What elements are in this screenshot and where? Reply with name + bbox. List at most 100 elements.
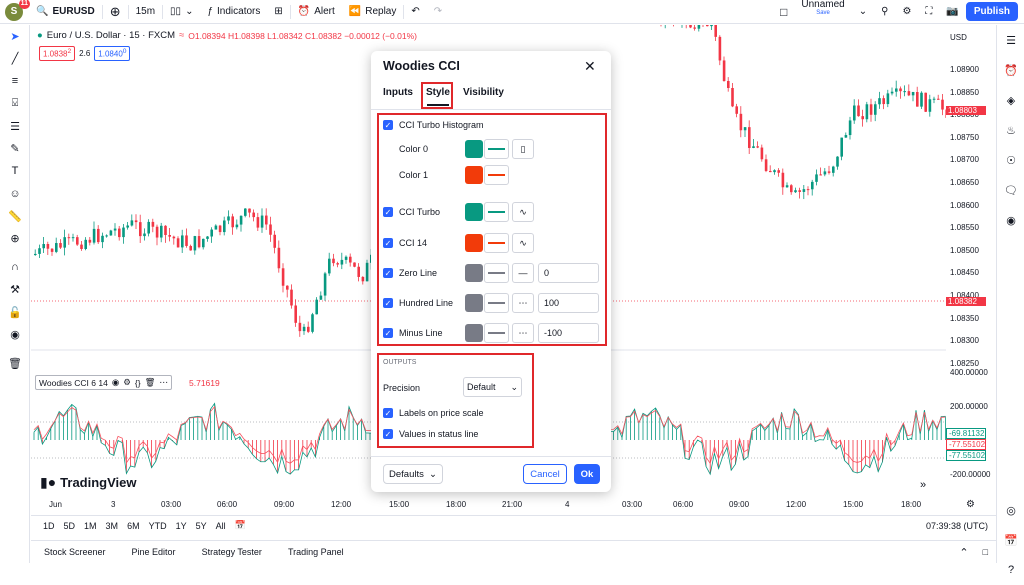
templates-button[interactable]: ⊞ xyxy=(267,0,289,24)
histogram-style-icon[interactable]: ▯ xyxy=(512,139,534,159)
color1-swatch[interactable] xyxy=(465,166,483,184)
range-1y[interactable]: 1Y xyxy=(175,520,187,531)
color1-line[interactable] xyxy=(484,165,509,185)
plot-style-icon[interactable]: ∿ xyxy=(512,233,534,253)
tab-pine-editor[interactable]: Pine Editor xyxy=(131,547,176,557)
style-row-zero-line[interactable]: ✓ Zero Line xyxy=(383,268,438,278)
checkbox-checked-icon[interactable]: ✓ xyxy=(383,238,393,248)
layout-name[interactable]: Unnamed Save xyxy=(801,0,845,16)
style-row-minus-line[interactable]: ✓ Minus Line xyxy=(383,328,443,338)
dotted-line-icon[interactable]: ⋯ xyxy=(512,323,534,343)
quick-search-button[interactable]: ⚲ xyxy=(874,0,895,24)
more-icon[interactable]: ⋯ xyxy=(159,377,168,387)
defaults-button[interactable]: Defaults ⌄ xyxy=(383,464,443,484)
style-row-hundred-line[interactable]: ✓ Hundred Line xyxy=(383,298,454,308)
color-swatch[interactable] xyxy=(465,264,483,282)
lock-drawing-icon[interactable]: ⚒ xyxy=(10,284,20,297)
symbol-search[interactable]: 🔍 EURUSD xyxy=(36,6,95,17)
range-3m[interactable]: 3M xyxy=(105,520,119,531)
line-color-button[interactable] xyxy=(484,263,509,283)
layers-icon[interactable]: ◈ xyxy=(1006,94,1016,107)
settings-button[interactable]: ⚙ xyxy=(895,0,918,24)
lock-icon[interactable]: 🔓 xyxy=(8,306,22,319)
publish-button[interactable]: Publish xyxy=(965,2,1018,21)
tab-inputs[interactable]: Inputs xyxy=(383,87,413,98)
ok-button[interactable]: Ok xyxy=(574,464,600,484)
color0-line[interactable] xyxy=(484,139,509,159)
checkbox-checked-icon[interactable]: ✓ xyxy=(383,120,393,130)
range-1d[interactable]: 1D xyxy=(43,520,55,531)
precision-select[interactable]: Default ⌄ xyxy=(463,377,522,397)
alarm-clock-icon[interactable]: ⏰ xyxy=(1004,64,1018,77)
indicator-legend[interactable]: Woodies CCI 6 14 ◉ ⚙ {} 🗑 ⋯ xyxy=(35,375,172,390)
level-value-input[interactable]: 100 xyxy=(538,293,599,313)
eye-icon[interactable]: ◉ xyxy=(10,329,20,342)
snapshot-button[interactable]: 📷 xyxy=(939,0,965,24)
pitchfork-icon[interactable]: ⍌ xyxy=(11,97,19,110)
color-swatch[interactable] xyxy=(465,294,483,312)
checkbox-checked-icon[interactable]: ✓ xyxy=(383,207,393,217)
chart-canvas[interactable] xyxy=(31,25,946,515)
range-1m[interactable]: 1M xyxy=(84,520,97,531)
line-color-button[interactable] xyxy=(484,202,509,222)
undo-button[interactable]: ↶ xyxy=(404,0,426,24)
plot-style-icon[interactable]: ∿ xyxy=(512,202,534,222)
line-color-button[interactable] xyxy=(484,233,509,253)
chart-area[interactable] xyxy=(31,25,946,515)
labels-on-scale-toggle[interactable]: ✓ Labels on price scale xyxy=(383,408,484,418)
horizontal-lines-icon[interactable]: ≡ xyxy=(11,75,19,88)
chevron-up-icon[interactable]: ⌃ xyxy=(959,546,969,559)
tab-strategy-tester[interactable]: Strategy Tester xyxy=(201,547,262,557)
range-ytd[interactable]: YTD xyxy=(148,520,167,531)
checkbox-checked-icon[interactable]: ✓ xyxy=(383,408,393,418)
fullscreen-button[interactable]: ⛶ xyxy=(918,0,939,24)
calendar-icon[interactable]: 📅 xyxy=(1004,534,1018,547)
range-all[interactable]: All xyxy=(215,520,226,531)
text-icon[interactable]: T xyxy=(11,165,19,178)
replay-button[interactable]: ⏪ Replay xyxy=(348,6,397,17)
ideas-icon[interactable]: ☉ xyxy=(1006,154,1016,167)
line-color-button[interactable] xyxy=(484,323,509,343)
tab-stock-screener[interactable]: Stock Screener xyxy=(44,547,106,557)
hotlist-icon[interactable]: ♨ xyxy=(1006,124,1016,137)
color-swatch[interactable] xyxy=(465,234,483,252)
range-5d[interactable]: 5D xyxy=(63,520,76,531)
chart-type-button[interactable]: ▯▯ ⌄ xyxy=(163,0,200,24)
source-code-icon[interactable]: {} xyxy=(134,377,141,388)
gear-icon[interactable]: ⚙ xyxy=(123,377,131,387)
alert-button[interactable]: ⏰ Alert xyxy=(297,6,335,17)
line-color-button[interactable] xyxy=(484,293,509,313)
eye-icon[interactable]: ◉ xyxy=(111,377,120,387)
magnet-icon[interactable]: ∩ xyxy=(11,261,19,274)
cursor-icon[interactable]: ➤ xyxy=(10,30,20,43)
price-axis[interactable]: USD 1.089001.088501.088001.087501.087001… xyxy=(946,25,996,515)
checkbox-checked-icon[interactable]: ✓ xyxy=(383,298,393,308)
level-value-input[interactable]: 0 xyxy=(538,263,599,283)
style-row-cci-14[interactable]: ✓ CCI 14 xyxy=(383,238,428,248)
color-swatch[interactable] xyxy=(465,324,483,342)
watchlist-icon[interactable]: ☰ xyxy=(1006,34,1016,47)
tab-visibility[interactable]: Visibility xyxy=(463,87,504,98)
compare-button[interactable]: ⊕ xyxy=(103,0,128,24)
close-icon[interactable]: ✕ xyxy=(584,58,596,74)
line-style-icon[interactable]: — xyxy=(512,263,534,283)
trendline-icon[interactable]: ╱ xyxy=(11,53,19,66)
axis-settings-icon[interactable]: ⚙ xyxy=(966,499,975,510)
scroll-right-icon[interactable]: » xyxy=(920,479,927,491)
redo-button[interactable]: ↷ xyxy=(427,0,449,24)
checkbox-checked-icon[interactable]: ✓ xyxy=(383,328,393,338)
layout-button[interactable]: □ xyxy=(773,0,794,24)
emoji-icon[interactable]: ☺ xyxy=(9,187,21,200)
range-5y[interactable]: 5Y xyxy=(195,520,207,531)
range-6m[interactable]: 6M xyxy=(127,520,140,531)
goto-date-icon[interactable]: 📅 xyxy=(234,520,246,530)
level-value-input[interactable]: -100 xyxy=(538,323,599,343)
time-axis[interactable]: Jun 3 03:00 06:00 09:00 12:00 15:00 18:00 21:00 4… xyxy=(31,497,946,513)
maximize-icon[interactable]: □ xyxy=(982,547,988,557)
chat-icon[interactable]: 🗨 xyxy=(1004,184,1018,197)
brush-icon[interactable]: ✎ xyxy=(10,143,20,156)
streams-icon[interactable]: ◉ xyxy=(1006,214,1016,227)
tab-style[interactable]: Style xyxy=(426,87,450,98)
sell-button[interactable]: 1.08382 xyxy=(39,46,76,61)
layout-dropdown[interactable]: ⌄ xyxy=(852,0,874,24)
